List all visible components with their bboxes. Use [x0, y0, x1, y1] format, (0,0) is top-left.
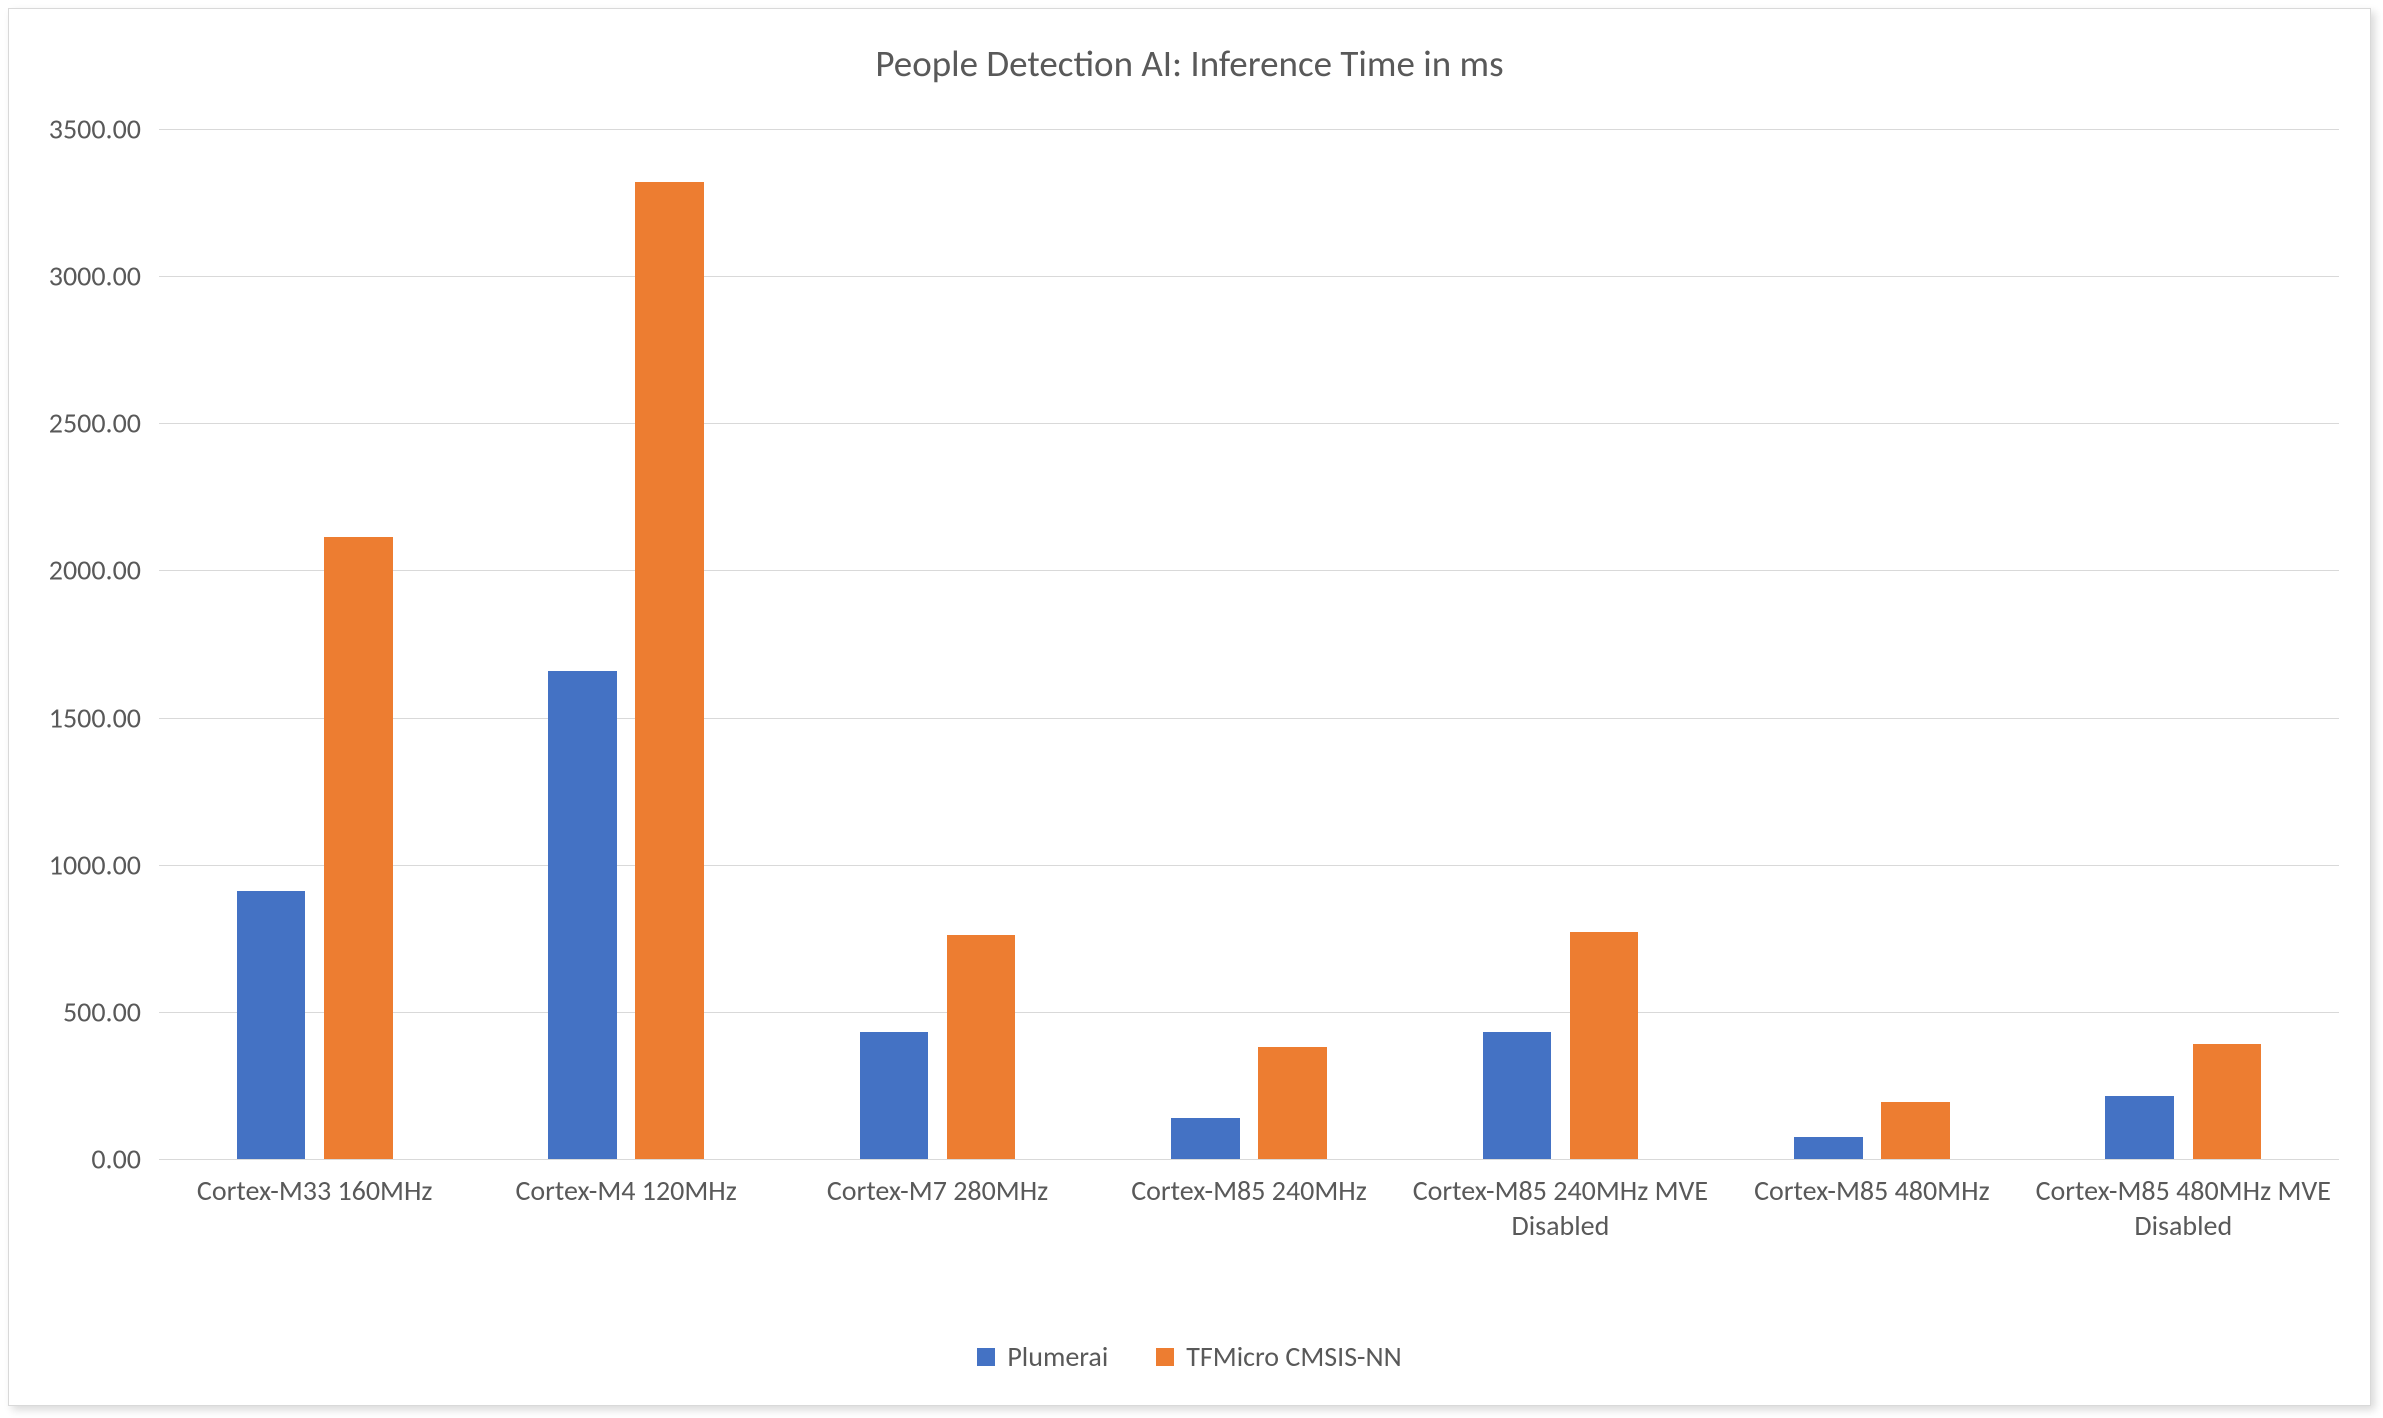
bar: [548, 671, 617, 1160]
x-category-label: Cortex-M85 240MHz: [1093, 1159, 1404, 1208]
x-category-label: Cortex-M85 240MHz MVE Disabled: [1405, 1159, 1716, 1243]
legend-label: Plumerai: [1007, 1339, 1108, 1374]
bar: [324, 537, 393, 1159]
y-tick-label: 500.00: [63, 994, 159, 1029]
bar: [237, 891, 306, 1159]
y-tick-label: 3500.00: [49, 112, 159, 147]
gridline: [159, 276, 2339, 277]
gridline: [159, 718, 2339, 719]
legend-swatch: [1156, 1348, 1174, 1366]
gridline: [159, 1012, 2339, 1013]
gridline: [159, 570, 2339, 571]
bar: [635, 182, 704, 1159]
bar: [860, 1032, 929, 1159]
plot-area: 0.00500.001000.001500.002000.002500.0030…: [159, 129, 2339, 1159]
bar: [1483, 1032, 1552, 1159]
bar: [1171, 1118, 1240, 1159]
y-tick-label: 1500.00: [49, 700, 159, 735]
x-category-label: Cortex-M4 120MHz: [470, 1159, 781, 1208]
x-category-label: Cortex-M85 480MHz MVE Disabled: [2028, 1159, 2339, 1243]
x-axis-line: [159, 1159, 2339, 1160]
y-tick-label: 3000.00: [49, 259, 159, 294]
gridline: [159, 129, 2339, 130]
legend: Plumerai TFMicro CMSIS-NN: [9, 1339, 2370, 1374]
bar: [1881, 1102, 1950, 1159]
y-tick-label: 2500.00: [49, 406, 159, 441]
bar: [947, 935, 1016, 1159]
legend-label: TFMicro CMSIS-NN: [1186, 1339, 1401, 1374]
legend-item: Plumerai: [977, 1339, 1108, 1374]
legend-swatch: [977, 1348, 995, 1366]
x-category-label: Cortex-M7 280MHz: [782, 1159, 1093, 1208]
chart-card: People Detection AI: Inference Time in m…: [8, 8, 2371, 1406]
bar: [1258, 1047, 1327, 1159]
bar: [1794, 1137, 1863, 1159]
bar: [1570, 932, 1639, 1159]
y-tick-label: 1000.00: [49, 847, 159, 882]
bar: [2105, 1096, 2174, 1159]
chart-title: People Detection AI: Inference Time in m…: [9, 9, 2370, 86]
y-tick-label: 0.00: [91, 1142, 159, 1177]
x-category-label: Cortex-M85 480MHz: [1716, 1159, 2027, 1208]
gridline: [159, 865, 2339, 866]
legend-item: TFMicro CMSIS-NN: [1156, 1339, 1401, 1374]
x-category-label: Cortex-M33 160MHz: [159, 1159, 470, 1208]
gridline: [159, 423, 2339, 424]
y-tick-label: 2000.00: [49, 553, 159, 588]
bar: [2193, 1044, 2262, 1159]
